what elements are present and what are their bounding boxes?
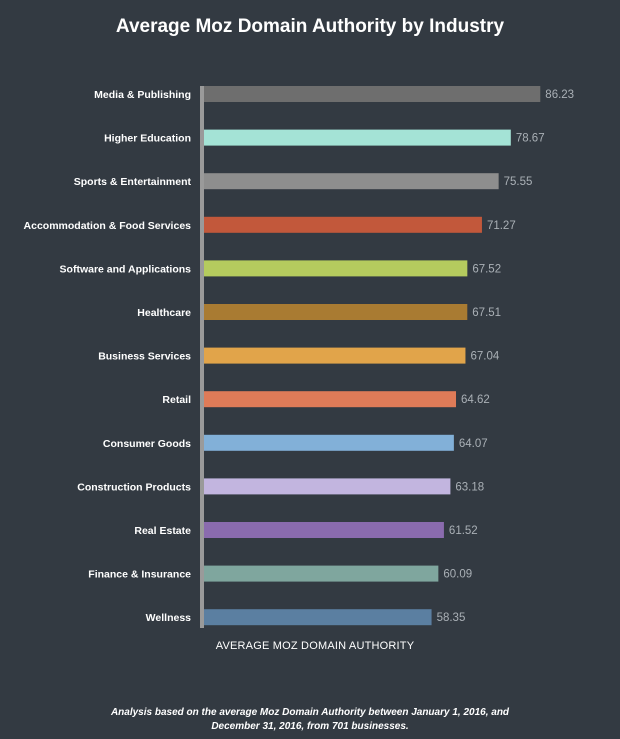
bar xyxy=(204,216,482,233)
bar xyxy=(204,478,451,495)
category-label: Business Services xyxy=(98,351,191,363)
bar xyxy=(204,434,454,451)
bar xyxy=(204,86,541,102)
bar xyxy=(204,129,511,146)
y-axis-line xyxy=(200,86,204,628)
bar xyxy=(204,173,499,190)
bar xyxy=(204,565,439,582)
category-label: Retail xyxy=(162,394,191,406)
category-label: Healthcare xyxy=(137,307,191,319)
bar xyxy=(204,391,457,408)
bars-layer: Media & Publishing 86.23 Higher Education 7… xyxy=(24,86,574,626)
category-label: Media & Publishing xyxy=(94,89,191,101)
category-label: Real Estate xyxy=(134,525,191,537)
category-label: Higher Education xyxy=(104,133,191,145)
category-label: Software and Applications xyxy=(60,263,192,275)
value-label: 75.55 xyxy=(504,176,533,188)
category-label: Consumer Goods xyxy=(103,438,191,450)
bar xyxy=(204,260,468,277)
bar xyxy=(204,522,444,538)
bar xyxy=(204,609,432,626)
value-label: 64.07 xyxy=(459,438,488,450)
footnote: Analysis based on the average Moz Domain… xyxy=(110,707,510,732)
value-label: 63.18 xyxy=(455,481,484,493)
value-label: 78.67 xyxy=(516,133,545,145)
chart-title: Average Moz Domain Authority by Industry xyxy=(115,16,505,37)
bar xyxy=(204,347,466,364)
category-label: Construction Products xyxy=(77,481,191,493)
value-label: 58.35 xyxy=(437,612,466,624)
value-label: 86.23 xyxy=(545,89,574,101)
x-axis-label: AVERAGE MOZ DOMAIN AUTHORITY xyxy=(215,640,415,652)
value-label: 61.52 xyxy=(449,525,478,537)
category-label: Accommodation & Food Services xyxy=(24,220,192,232)
value-label: 67.51 xyxy=(472,307,501,319)
category-label: Finance & Insurance xyxy=(88,569,191,581)
category-label: Sports & Entertainment xyxy=(74,176,192,188)
category-label: Wellness xyxy=(146,612,191,624)
value-label: 67.52 xyxy=(472,263,501,275)
value-label: 60.09 xyxy=(443,569,472,581)
value-label: 67.04 xyxy=(470,351,499,363)
bar xyxy=(204,304,468,320)
value-label: 64.62 xyxy=(461,394,490,406)
value-label: 71.27 xyxy=(487,220,516,232)
